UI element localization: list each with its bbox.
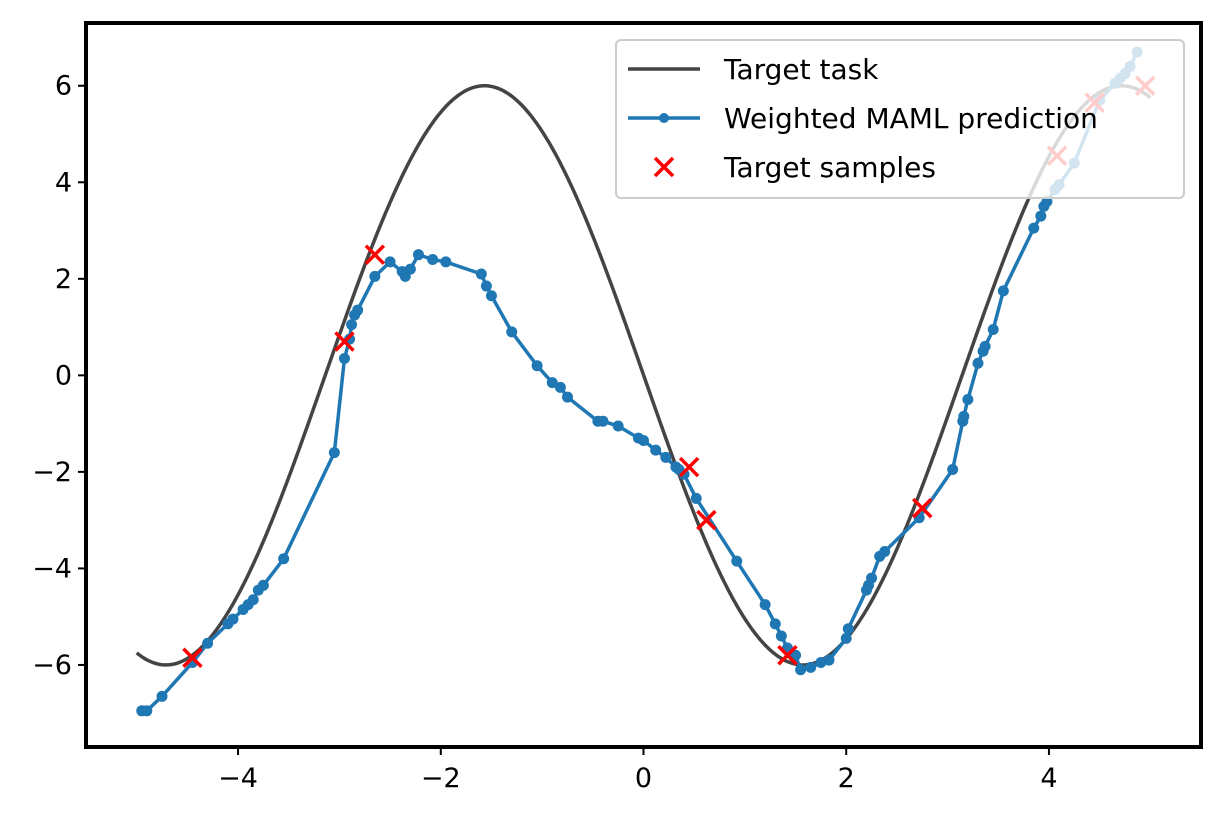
- x-tick-label: −2: [421, 763, 461, 794]
- prediction-point: [650, 444, 662, 456]
- prediction-point: [879, 546, 891, 558]
- prediction-point: [554, 381, 566, 393]
- prediction-point: [947, 463, 959, 475]
- legend-box: [615, 39, 1185, 199]
- prediction-point: [731, 555, 743, 567]
- prediction-point: [987, 323, 999, 335]
- prediction-point: [531, 360, 543, 372]
- prediction-point: [369, 270, 381, 282]
- prediction-point: [247, 594, 259, 606]
- prediction-point: [202, 637, 214, 649]
- legend-prediction-marker: [659, 113, 669, 123]
- target-sample-point: [912, 497, 933, 519]
- legend-prediction-label: Weighted MAML prediction: [724, 102, 1098, 135]
- target-sample-point: [334, 331, 355, 352]
- prediction-point: [404, 263, 416, 275]
- prediction-point: [823, 654, 835, 666]
- prediction-point: [866, 572, 878, 584]
- prediction-point: [485, 290, 497, 302]
- y-tick-label: 0: [55, 360, 72, 391]
- prediction-point: [475, 268, 487, 280]
- prediction-point: [328, 447, 340, 459]
- prediction-point: [972, 357, 984, 369]
- target-sample-point: [696, 509, 717, 531]
- prediction-point: [338, 352, 350, 364]
- legend-target-task-label: Target task: [723, 53, 879, 86]
- prediction-point: [612, 420, 624, 432]
- x-tick-label: 4: [1040, 763, 1057, 794]
- prediction-point: [958, 410, 970, 422]
- prediction-point: [805, 661, 817, 673]
- prediction-point: [638, 435, 649, 447]
- x-tick-label: −4: [218, 763, 258, 794]
- prediction-point: [384, 256, 396, 268]
- y-tick-label: 2: [55, 264, 72, 295]
- target-sample-point: [182, 647, 203, 668]
- prediction-point: [775, 630, 787, 642]
- prediction-point: [690, 492, 702, 504]
- y-axis: −6 −4 −2 0 2 4 6: [32, 71, 86, 681]
- y-tick-label: −6: [32, 650, 72, 681]
- prediction-point: [546, 377, 558, 389]
- x-tick-label: 2: [838, 763, 855, 794]
- prediction-point: [660, 451, 672, 463]
- prediction-point: [278, 553, 290, 565]
- prediction-point: [506, 326, 518, 338]
- y-tick-label: −4: [32, 553, 72, 584]
- legend-samples-marker: [653, 156, 675, 178]
- prediction-point: [156, 690, 168, 702]
- prediction-point: [346, 319, 358, 331]
- legend-samples-label: Target samples: [723, 151, 936, 184]
- legend: Target task Weighted MAML prediction Tar…: [615, 39, 1185, 199]
- prediction-point: [842, 623, 854, 635]
- prediction-point: [440, 256, 452, 268]
- target-task-line: [135, 83, 1152, 667]
- prediction-point: [561, 391, 573, 403]
- prediction-point: [997, 285, 1009, 297]
- prediction-point: [257, 579, 269, 591]
- prediction-point: [352, 304, 364, 316]
- prediction-point: [227, 613, 239, 625]
- prediction-point: [141, 705, 153, 717]
- y-tick-label: −2: [32, 457, 72, 488]
- prediction-point: [769, 618, 781, 630]
- target-sample-point: [678, 456, 700, 478]
- target-sample-point: [777, 645, 798, 666]
- prediction-point: [427, 254, 439, 266]
- prediction-point: [790, 649, 802, 661]
- target-sample-point: [364, 244, 386, 265]
- prediction-point: [962, 393, 974, 405]
- y-tick-label: 4: [55, 167, 72, 198]
- prediction-point: [979, 340, 991, 352]
- prediction-point: [412, 249, 424, 261]
- prediction-point: [1035, 210, 1047, 222]
- prediction-point: [840, 632, 852, 644]
- prediction-point: [759, 599, 771, 611]
- prediction-point: [795, 664, 807, 676]
- y-tick-label: 6: [55, 71, 72, 102]
- prediction-point: [597, 415, 609, 427]
- x-tick-label: 0: [635, 763, 652, 794]
- prediction-point: [480, 280, 492, 292]
- x-axis: −4 −2 0 2 4: [218, 747, 1058, 794]
- prediction-point: [1028, 222, 1040, 234]
